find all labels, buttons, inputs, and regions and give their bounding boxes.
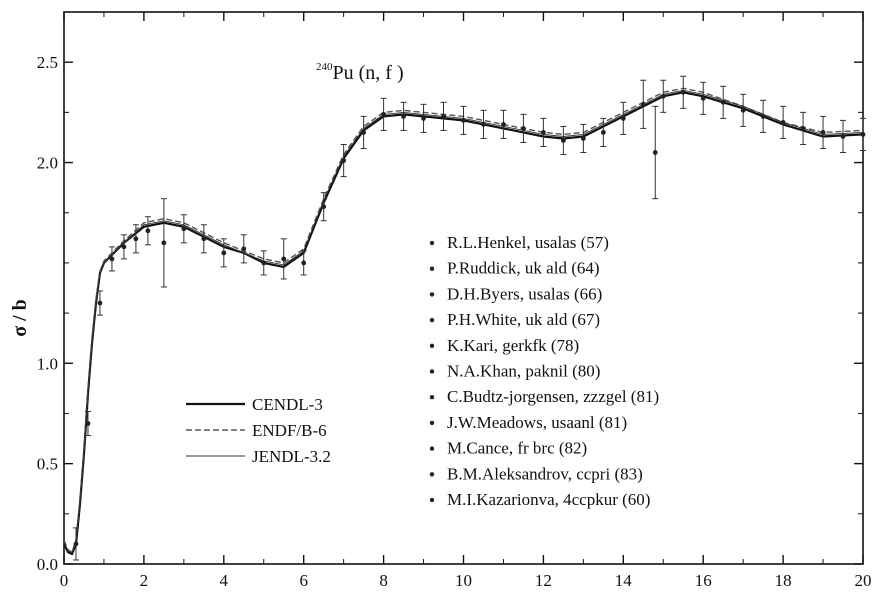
data-point-9 — [200, 224, 207, 254]
data-point-40 — [800, 111, 807, 145]
data-point-35 — [700, 81, 707, 115]
data-point-17 — [360, 115, 367, 149]
data-point-14 — [300, 250, 307, 276]
x-tick-label-2: 4 — [220, 571, 229, 590]
x-tick-label-4: 8 — [379, 571, 388, 590]
experimental-points — [72, 75, 866, 561]
data-point-31 — [640, 79, 647, 129]
legend-marker-9 — [429, 472, 435, 477]
legend-evaluations: CENDL-3 ENDF/B-6 JENDL-3.2 — [186, 395, 331, 466]
legend-data-label-1: P.Ruddick, uk ald (64) — [447, 259, 600, 278]
x-tick-label-1: 2 — [140, 571, 149, 590]
legend-data-label-8: M.Cance, fr brc (82) — [447, 439, 587, 458]
data-point-38 — [760, 99, 767, 133]
x-tick-label-3: 6 — [299, 571, 308, 590]
x-tick-label-6: 12 — [535, 571, 552, 590]
data-point-23 — [480, 109, 487, 139]
legend-data-label-5: N.A.Khan, paknil (80) — [447, 362, 600, 381]
data-point-18 — [380, 97, 387, 131]
legend-marker-4 — [429, 343, 435, 348]
y-tick-label-2: 1.0 — [37, 354, 58, 373]
legend-marker-0 — [429, 240, 435, 246]
data-point-33 — [660, 79, 667, 113]
data-point-11 — [240, 234, 247, 264]
data-point-42 — [840, 119, 847, 154]
legend-data-label-6: C.Budtz-jorgensen, zzzgel (81) — [447, 387, 659, 406]
data-point-2 — [96, 290, 103, 316]
data-point-3 — [108, 246, 115, 272]
data-point-37 — [740, 93, 747, 127]
legend-marker-10 — [429, 497, 435, 503]
legend-marker-5 — [429, 369, 435, 374]
y-tick-labels: 0.0 0.5 1.0 2.0 2.5 — [37, 53, 58, 574]
y-tick-label-4: 2.5 — [37, 53, 58, 72]
x-tick-label-10: 20 — [855, 571, 872, 590]
legend-marker-1 — [429, 266, 435, 271]
x-tick-label-9: 18 — [775, 571, 792, 590]
data-point-15 — [320, 192, 327, 222]
data-point-29 — [600, 117, 607, 147]
data-point-36 — [720, 85, 727, 119]
data-point-25 — [520, 113, 527, 143]
y-axis-label: σ / b — [9, 299, 31, 337]
data-point-24 — [500, 109, 507, 139]
x-tick-label-8: 16 — [695, 571, 712, 590]
data-point-20 — [420, 103, 427, 133]
legend-data-label-10: M.I.Kazarionva, 4ccpkur (60) — [447, 490, 650, 509]
data-point-4 — [120, 234, 127, 260]
x-tick-labels: 0 2 4 6 8 10 12 14 16 18 20 — [60, 571, 872, 590]
legend-data-label-2: D.H.Byers, usalas (66) — [447, 284, 602, 303]
legend-marker-8 — [429, 446, 435, 451]
x-tick-label-7: 14 — [615, 571, 633, 590]
legend-marker-2 — [429, 292, 435, 297]
data-point-7 — [160, 198, 167, 288]
data-point-12 — [260, 250, 267, 276]
data-point-28 — [580, 123, 587, 154]
data-point-6 — [144, 216, 151, 246]
title-superscript: 240 — [316, 61, 333, 73]
legend-data-label-3: P.H.White, uk ald (67) — [447, 310, 600, 329]
legend-line-label-0: CENDL-3 — [252, 395, 323, 414]
data-point-41 — [820, 115, 827, 149]
data-point-0 — [72, 527, 79, 561]
chart-title: 240Pu (n, f ) — [316, 61, 404, 84]
data-point-5 — [132, 224, 139, 254]
data-point-26 — [540, 117, 547, 147]
data-point-1 — [84, 410, 91, 437]
data-point-39 — [780, 105, 787, 139]
y-tick-label-0: 0.0 — [37, 555, 58, 574]
legend-data-label-0: R.L.Henkel, usalas (57) — [447, 233, 609, 252]
data-point-22 — [460, 105, 467, 135]
data-point-34 — [680, 75, 687, 109]
data-point-10 — [220, 238, 227, 268]
data-point-21 — [440, 101, 447, 131]
legend-data-label-7: J.W.Meadows, usaanl (81) — [447, 413, 627, 432]
legend-experiments: R.L.Henkel, usalas (57) P.Ruddick, uk ald… — [429, 233, 659, 509]
axis-ticks — [63, 12, 864, 565]
title-main: Pu (n, f ) — [333, 62, 404, 84]
data-point-16 — [340, 143, 347, 178]
data-point-19 — [400, 101, 407, 131]
legend-marker-6 — [429, 395, 435, 400]
data-point-8 — [180, 214, 187, 244]
data-point-27 — [560, 125, 567, 156]
data-point-30 — [620, 101, 627, 135]
legend-marker-3 — [429, 317, 435, 323]
legend-marker-7 — [429, 420, 435, 426]
legend-data-label-4: K.Kari, gerkfk (78) — [447, 336, 579, 355]
data-point-32 — [652, 105, 659, 200]
legend-data-label-9: B.M.Aleksandrov, ccpri (83) — [447, 464, 643, 483]
y-tick-label-3: 2.0 — [37, 154, 58, 173]
y-tick-label-1: 0.5 — [37, 455, 58, 474]
data-point-43 — [860, 117, 866, 152]
legend-line-label-1: ENDF/B-6 — [252, 421, 327, 440]
data-point-13 — [280, 238, 287, 280]
legend-line-label-2: JENDL-3.2 — [252, 447, 331, 466]
x-tick-label-5: 10 — [455, 571, 472, 590]
x-tick-label-0: 0 — [60, 571, 69, 590]
